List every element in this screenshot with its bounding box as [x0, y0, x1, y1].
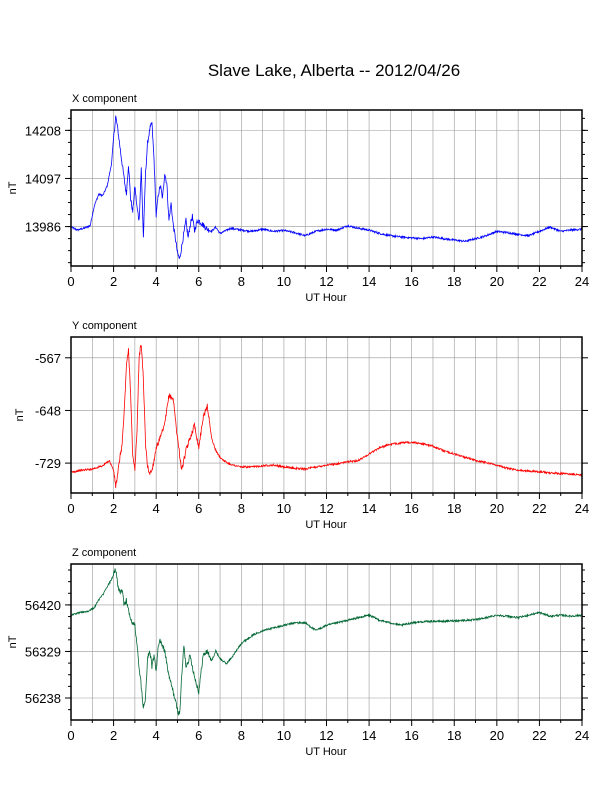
y-tick-label: 14208: [25, 123, 61, 138]
x-tick-label: 24: [575, 274, 589, 289]
x-tick-label: 2: [110, 501, 117, 516]
x-tick-label: 12: [319, 728, 333, 743]
figure-title: Slave Lake, Alberta -- 2012/04/26: [208, 61, 460, 80]
x-tick-label: 14: [362, 728, 376, 743]
x-tick-label: 12: [319, 274, 333, 289]
x-tick-label: 4: [153, 274, 160, 289]
x-axis-label: UT Hour: [305, 519, 347, 531]
x-tick-label: 22: [532, 728, 546, 743]
x-tick-label: 0: [67, 501, 74, 516]
x-tick-label: 20: [490, 728, 504, 743]
y-tick-label: -567: [35, 351, 61, 366]
x-tick-label: 8: [238, 501, 245, 516]
x-tick-label: 4: [153, 728, 160, 743]
x-axis-label: UT Hour: [305, 746, 347, 758]
x-axis-label: UT Hour: [305, 292, 347, 304]
y-tick-label: -648: [35, 403, 61, 418]
x-tick-label: 10: [277, 274, 291, 289]
x-tick-label: 14: [362, 501, 376, 516]
x-tick-label: 18: [447, 274, 461, 289]
panel-x: X component 0 2 4 6 8 10 12 14 16 18 20 22 241398614…: [7, 93, 589, 304]
x-tick-label: 14: [362, 274, 376, 289]
panel-title: Z component: [72, 547, 136, 559]
x-tick-label: 16: [404, 501, 418, 516]
x-tick-label: 2: [110, 274, 117, 289]
y-axis-label: nT: [7, 635, 19, 648]
x-tick-label: 2: [110, 728, 117, 743]
x-tick-label: 22: [532, 501, 546, 516]
x-tick-label: 6: [195, 728, 202, 743]
grid: [71, 564, 582, 720]
y-tick-label: 56238: [25, 691, 61, 706]
x-tick-label: 8: [238, 728, 245, 743]
x-tick-label: 16: [404, 728, 418, 743]
x-tick-label: 8: [238, 274, 245, 289]
x-tick-label: 0: [67, 728, 74, 743]
y-tick-label: 13986: [25, 220, 61, 235]
axes: 0 2 4 6 8 10 12 14 16 18 20 22 24-567-648-729: [35, 351, 589, 516]
x-tick-label: 10: [277, 501, 291, 516]
grid: [71, 337, 582, 493]
x-tick-label: 10: [277, 728, 291, 743]
x-tick-label: 6: [195, 274, 202, 289]
x-tick-label: 20: [490, 501, 504, 516]
panel-title: X component: [72, 93, 137, 105]
x-tick-label: 0: [67, 274, 74, 289]
y-tick-label: 56329: [25, 644, 61, 659]
y-tick-label: 14097: [25, 171, 61, 186]
x-tick-label: 24: [575, 501, 589, 516]
x-tick-label: 24: [575, 728, 589, 743]
y-component-series-line: [70, 345, 583, 489]
y-tick-label: 56420: [25, 598, 61, 613]
x-tick-label: 16: [404, 274, 418, 289]
x-tick-label: 22: [532, 274, 546, 289]
x-tick-label: 18: [447, 728, 461, 743]
x-tick-label: 4: [153, 501, 160, 516]
z-component-series-line: [70, 568, 583, 717]
y-axis-label: nT: [7, 181, 19, 194]
x-tick-label: 12: [319, 501, 333, 516]
panel-z: Z component 0 2 4 6 8 10 12 14 16 18 20 22 245623856…: [7, 547, 589, 758]
x-tick-label: 6: [195, 501, 202, 516]
panel-y: Y component 0 2 4 6 8 10 12 14 16 18 20 22 24-567-64…: [14, 320, 589, 531]
y-axis-label: nT: [14, 408, 26, 421]
y-tick-label: -729: [35, 456, 61, 471]
x-tick-label: 18: [447, 501, 461, 516]
panel-title: Y component: [72, 320, 137, 332]
x-component-series-line: [70, 115, 583, 259]
grid: [71, 110, 582, 266]
x-tick-label: 20: [490, 274, 504, 289]
